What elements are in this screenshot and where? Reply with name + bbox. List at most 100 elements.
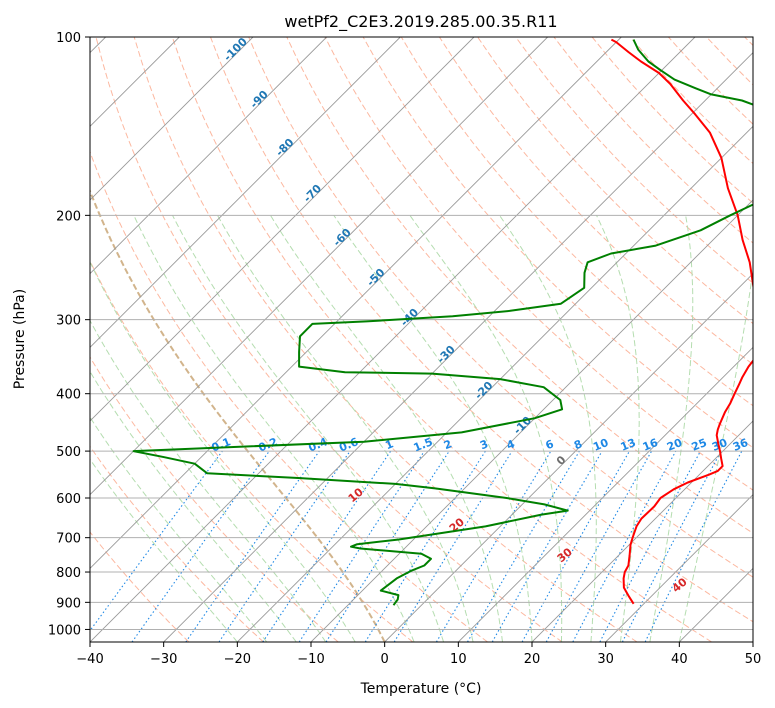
mixing-ratio-line (262, 450, 392, 642)
moist-adiabat-line (649, 215, 694, 642)
dry-adiabat-line (438, 37, 753, 366)
dry-adiabat-line (90, 150, 488, 642)
moist-adiabat-line (99, 215, 386, 642)
moist-adiabat-line (678, 265, 753, 642)
y-tick-label: 1000 (48, 623, 81, 638)
x-tick-label: 50 (745, 652, 762, 667)
x-tick-label: 40 (671, 652, 688, 667)
mixing-ratio-line (131, 450, 270, 642)
isotherm-line (90, 37, 254, 201)
wet-bulb-zero-line (90, 188, 386, 642)
y-axis-label: Pressure (hPa) (12, 289, 28, 389)
background-line-labels: -100-90-80-70-60-50-40-30-20-10010203040… (210, 35, 751, 595)
isotherm-label: -90 (248, 88, 271, 111)
dry-adiabat-line (515, 37, 753, 284)
y-tick-label: 500 (56, 445, 81, 460)
x-tick-label: −30 (150, 652, 177, 667)
isotherm-label: -100 (221, 35, 250, 64)
mixing-ratio-line (298, 450, 425, 642)
mixing-ratio-label: 3 (478, 437, 490, 452)
mixing-ratio-line (644, 450, 743, 642)
isotherm-line (458, 346, 753, 642)
mixing-ratio-line (325, 450, 450, 642)
plot-frame (89, 36, 754, 643)
background-lines (90, 37, 753, 642)
moist-adiabat-line (499, 215, 597, 642)
y-tick-label: 300 (56, 314, 81, 329)
x-tick-label: −10 (297, 652, 324, 667)
isotherm-line (90, 37, 548, 496)
temperature-line (610, 38, 753, 605)
moist-adiabat-line (409, 215, 563, 642)
dry-adiabat-line (90, 259, 414, 642)
chart-title: wetPf2_C2E3.2019.285.00.35.R11 (284, 12, 557, 32)
dry-adiabat-line (90, 531, 190, 642)
dry-adiabat-line (248, 37, 753, 578)
moist-adiabat-line (90, 458, 238, 642)
dry-adiabat-line (90, 445, 264, 642)
dry-adiabat-line (591, 37, 753, 204)
moist-adiabat-line (90, 416, 268, 642)
mixing-ratio-line (572, 450, 677, 642)
dry-adiabat-label: 40 (670, 575, 690, 595)
dry-adiabat-line (668, 37, 753, 125)
mixing-ratio-line (435, 450, 552, 642)
isotherm-label: -30 (435, 343, 458, 366)
dry-adiabat-line (133, 37, 638, 642)
mixing-ratio-line (218, 450, 351, 642)
isotherm-line (237, 125, 753, 642)
moist-adiabat-line (333, 215, 533, 642)
x-tick-label: −40 (76, 652, 103, 667)
axes-ticks: −40 −30 −20 −10 0 10 20 30 40 50 1000 900 800 700 600 5… (48, 31, 761, 667)
mixing-ratio-label: 36 (731, 436, 750, 454)
moist-adiabat-line (270, 215, 503, 642)
y-tick-label: 600 (56, 492, 81, 507)
dry-adiabat-line (171, 37, 712, 642)
y-tick-label: 100 (56, 31, 81, 46)
isotherm-label: -70 (301, 182, 324, 205)
isotherm-line (679, 567, 753, 642)
isotherm-line (310, 199, 753, 642)
moist-adiabat-line (596, 215, 640, 642)
mixing-ratio-label: 1 (383, 437, 395, 452)
mixing-ratio-label: 8 (572, 437, 584, 452)
mixing-ratio-label: 1.5 (412, 435, 435, 454)
x-axis-label: Temperature (°C) (360, 681, 482, 697)
mixing-ratio-line (90, 450, 223, 632)
dry-adiabat-line (400, 37, 753, 407)
y-tick-label: 400 (56, 388, 81, 403)
moist-adiabat-line (172, 215, 445, 642)
dry-adiabat-line (90, 356, 339, 642)
isotherm-line (90, 37, 475, 422)
isotherm-line (90, 37, 327, 275)
mixing-ratio-label: 13 (619, 436, 638, 454)
isotherm-line (90, 37, 622, 569)
y-tick-label: 800 (56, 566, 81, 581)
mixing-ratio-label: 0.1 (210, 435, 233, 454)
isotherm-line (163, 52, 753, 642)
dewpoint-line (132, 39, 753, 606)
mixing-ratio-label: 0.6 (337, 435, 360, 454)
y-tick-label: 900 (56, 596, 81, 611)
x-tick-label: 10 (450, 652, 467, 667)
dry-adiabat-line (744, 37, 753, 47)
y-tick-label: 200 (56, 209, 81, 224)
mixing-ratio-line (185, 450, 320, 642)
mixing-ratio-label: 6 (544, 437, 556, 452)
mixing-ratio-line (521, 450, 630, 642)
dry-adiabat-line (95, 37, 563, 642)
x-tick-label: 30 (597, 652, 614, 667)
isotherm-line (531, 420, 753, 642)
dry-adiabat-label: 30 (555, 545, 575, 565)
isotherm-label: -50 (364, 266, 387, 289)
dry-adiabat-line (706, 37, 753, 86)
y-tick-label: 700 (56, 532, 81, 547)
mixing-ratio-label: 10 (591, 436, 610, 454)
isotherm-line (90, 37, 696, 642)
moist-adiabat-line (217, 215, 474, 642)
mixing-ratio-label: 25 (690, 436, 709, 454)
mixing-ratio-label: 2 (442, 437, 454, 452)
isotherm-line (605, 494, 753, 642)
isotherm-label: -60 (331, 226, 354, 249)
